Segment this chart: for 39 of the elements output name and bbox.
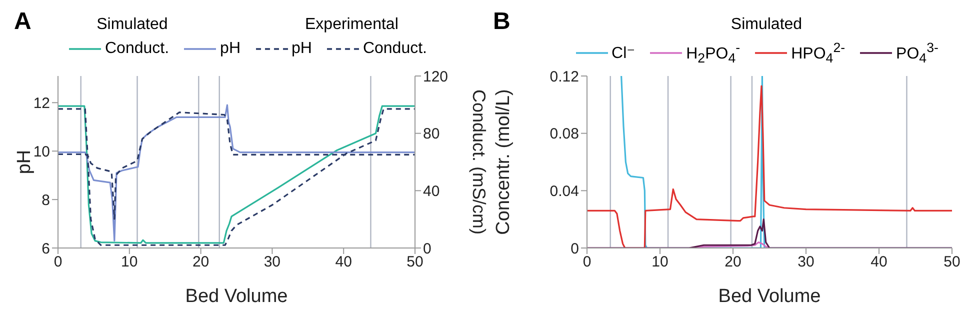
x-axis-title: Bed Volume [185, 286, 288, 307]
legend-label: Conduct. [105, 40, 170, 58]
x-tick-label: 40 [870, 254, 888, 271]
x-tick-label: 10 [652, 254, 668, 271]
y-tick-label: 6 [42, 240, 50, 258]
x-tick-label: 20 [192, 254, 210, 271]
legend-label: Cl⁻ [612, 44, 636, 63]
x-axis-title: Bed Volume [718, 286, 821, 307]
legend-label: pH [292, 40, 312, 58]
y-tick-label: 0.04 [550, 182, 579, 200]
legend-label: Conduct. [362, 40, 427, 58]
y-tick-label: 8 [42, 192, 50, 209]
x-tick-label: 10 [121, 254, 138, 271]
y2-tick-label: 120 [423, 68, 448, 86]
legend-title: Simulated [730, 16, 802, 34]
chart-title: A [14, 8, 32, 36]
chart-title: B [493, 8, 510, 36]
y-tick-label: 0.08 [550, 126, 579, 143]
x-tick-label: 0 [582, 254, 592, 271]
y2-tick-label: 80 [423, 126, 440, 143]
y-tick-label: 0 [570, 240, 579, 258]
y-tick-label: 12 [33, 94, 50, 112]
y-tick-label: 10 [33, 143, 50, 160]
x-tick-label: 20 [724, 254, 742, 271]
y2-tick-label: 40 [423, 182, 440, 200]
x-tick-label: 30 [798, 254, 814, 271]
x-tick-label: 50 [406, 254, 424, 271]
y-axis-title: pH [14, 150, 35, 174]
x-tick-label: 50 [944, 254, 960, 271]
x-tick-label: 0 [54, 254, 62, 271]
legend-label: pH [220, 40, 240, 58]
x-tick-label: 30 [264, 254, 281, 271]
y-tick-label: 0.12 [550, 68, 579, 86]
x-tick-label: 40 [335, 254, 352, 271]
text: Experimental [305, 16, 398, 34]
text: Simulated [96, 16, 168, 34]
y2-tick-label: 0 [423, 240, 432, 258]
y-axis-title: Concentr. (mol/L) [493, 89, 514, 235]
y2-axis-title: Conduct. (mS/cm) [469, 89, 489, 235]
